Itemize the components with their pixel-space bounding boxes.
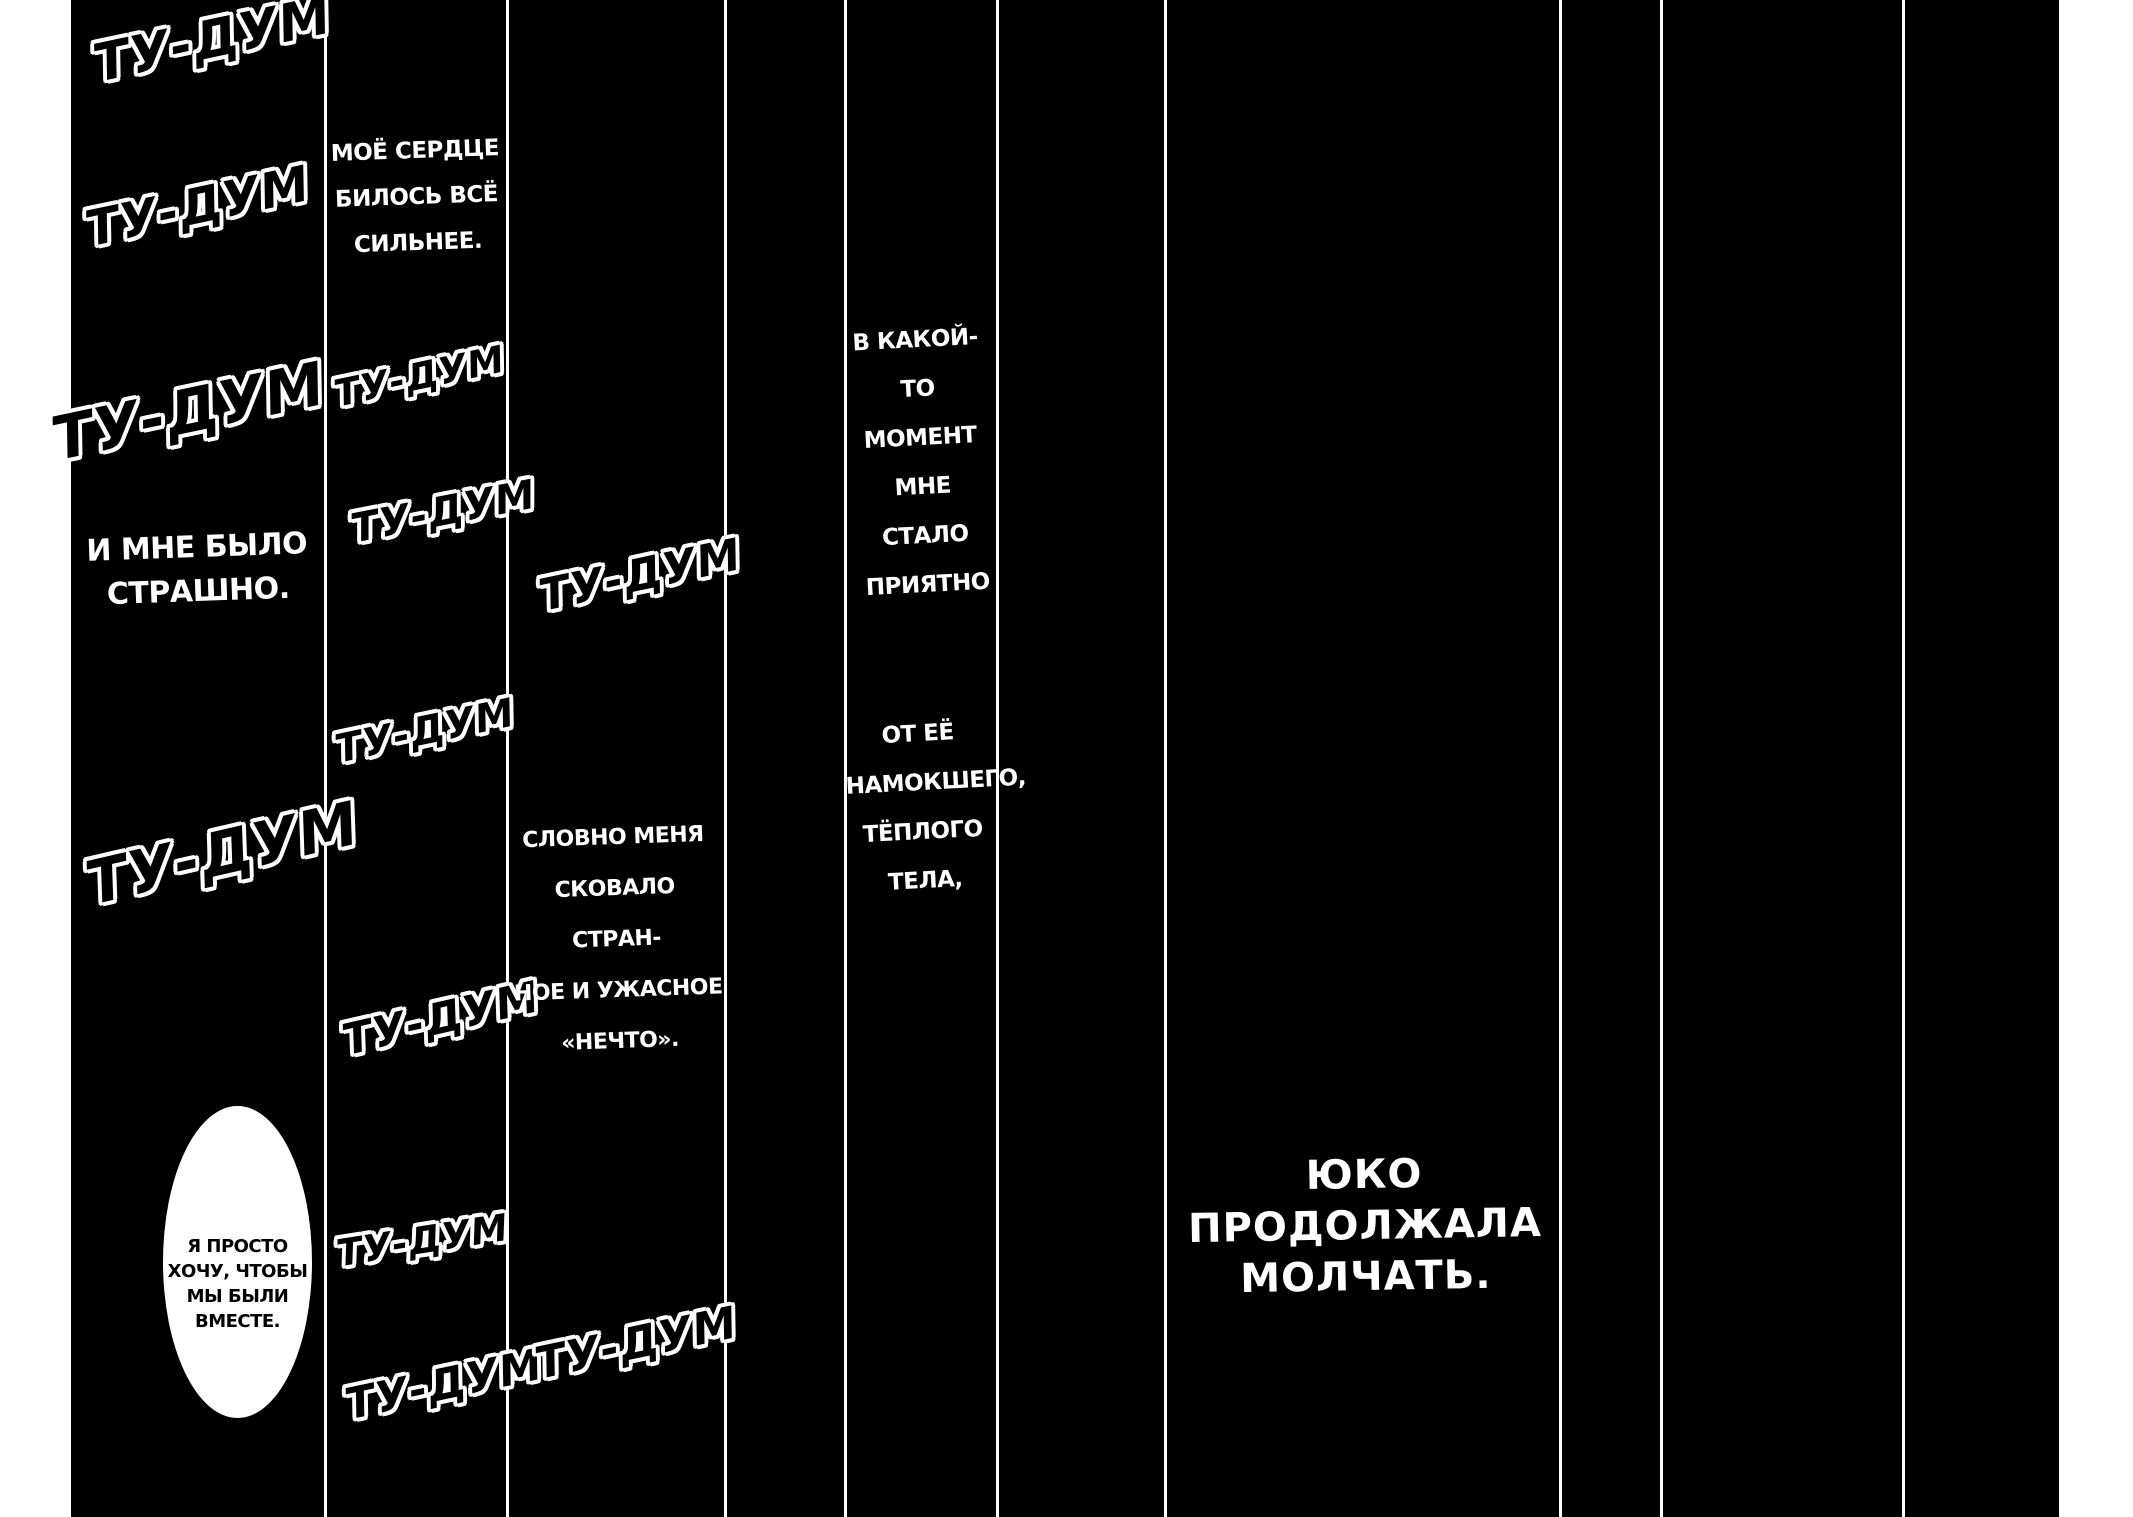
narration-yuko-silent: ЮКО ПРОДОЛЖАЛА МОЛЧАТЬ.: [1187, 1150, 1543, 1303]
narration-heart-beating: МОЁ СЕРДЦЕ БИЛОСЬ ВСЁ СИЛЬНЕЕ.: [330, 135, 500, 259]
panel-9: [1663, 0, 1902, 1517]
panel-10: [1905, 0, 2059, 1517]
panel-3: [509, 0, 724, 1517]
narration-warm-body: ОТ ЕЁ НАМОКШЕГО, ТЁПЛОГО ТЕЛА,: [845, 719, 1027, 896]
page-margin-right: [2059, 0, 2133, 1517]
panel-divider: [506, 0, 509, 1517]
panel-8: [1562, 0, 1660, 1517]
panel-2: [327, 0, 506, 1517]
narration-strange-something: СЛОВНО МЕНЯ СКОВАЛО СТРАН- НОЕ И УЖАСНОЕ…: [513, 821, 723, 1056]
speech-bubble: Я ПРОСТО ХОЧУ, ЧТОБЫ МЫ БЫЛИ ВМЕСТЕ.: [163, 1106, 312, 1418]
panel-5: [847, 0, 996, 1517]
panel-7: [1167, 0, 1559, 1517]
panel-6: [999, 0, 1164, 1517]
panel-divider: [724, 0, 727, 1517]
panel-divider: [1902, 0, 1905, 1517]
panel-divider: [1559, 0, 1562, 1517]
panel-divider: [1164, 0, 1167, 1517]
panel-divider: [324, 0, 327, 1517]
page-margin-left: [0, 0, 71, 1517]
panel-divider: [1660, 0, 1663, 1517]
panel-divider: [844, 0, 847, 1517]
narration-felt-pleasant: В КАКОЙ- ТО МОМЕНТ МНЕ СТАЛО ПРИЯТНО: [851, 323, 991, 602]
panel-4: [727, 0, 844, 1517]
panel-divider: [996, 0, 999, 1517]
narration-i-was-scared: И МНЕ БЫЛО СТРАШНО.: [85, 526, 308, 613]
speech-bubble-text: Я ПРОСТО ХОЧУ, ЧТОБЫ МЫ БЫЛИ ВМЕСТЕ.: [167, 1236, 308, 1332]
